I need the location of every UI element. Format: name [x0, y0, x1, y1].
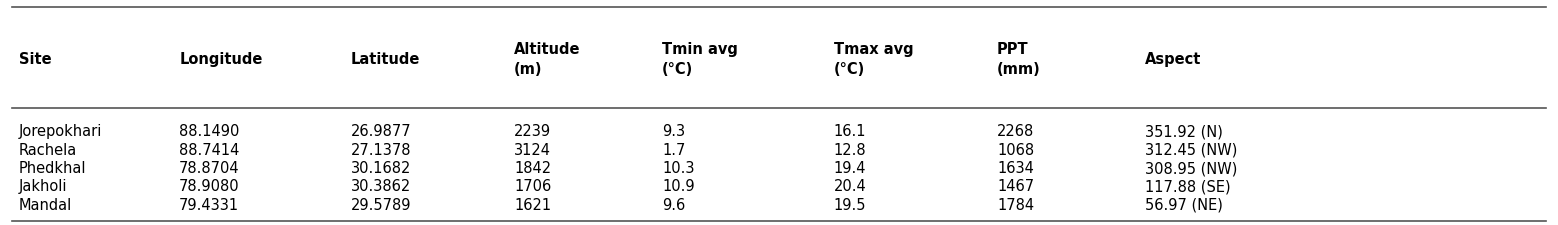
- Text: 1068: 1068: [997, 143, 1035, 158]
- Text: 9.3: 9.3: [662, 124, 686, 139]
- Text: 19.4: 19.4: [834, 161, 866, 176]
- Text: 29.5789: 29.5789: [351, 198, 411, 213]
- Text: 88.7414: 88.7414: [179, 143, 240, 158]
- Text: Site: Site: [19, 52, 51, 67]
- Text: 1784: 1784: [997, 198, 1035, 213]
- Text: Aspect: Aspect: [1145, 52, 1201, 67]
- Text: Phedkhal: Phedkhal: [19, 161, 86, 176]
- Text: 10.3: 10.3: [662, 161, 695, 176]
- Text: Altitude
(m): Altitude (m): [514, 42, 581, 77]
- Text: Tmin avg
(°C): Tmin avg (°C): [662, 42, 738, 77]
- Text: 1621: 1621: [514, 198, 552, 213]
- Text: Longitude: Longitude: [179, 52, 263, 67]
- Text: 351.92 (N): 351.92 (N): [1145, 124, 1223, 139]
- Text: 1.7: 1.7: [662, 143, 686, 158]
- Text: 56.97 (NE): 56.97 (NE): [1145, 198, 1223, 213]
- Text: 19.5: 19.5: [834, 198, 866, 213]
- Text: 1842: 1842: [514, 161, 552, 176]
- Text: 20.4: 20.4: [834, 180, 866, 194]
- Text: 10.9: 10.9: [662, 180, 695, 194]
- Text: Jakholi: Jakholi: [19, 180, 67, 194]
- Text: 9.6: 9.6: [662, 198, 686, 213]
- Text: Jorepokhari: Jorepokhari: [19, 124, 103, 139]
- Text: 30.3862: 30.3862: [351, 180, 411, 194]
- Text: 2239: 2239: [514, 124, 552, 139]
- Text: 12.8: 12.8: [834, 143, 866, 158]
- Text: 27.1378: 27.1378: [351, 143, 411, 158]
- Text: Rachela: Rachela: [19, 143, 76, 158]
- Text: 78.8704: 78.8704: [179, 161, 240, 176]
- Text: 16.1: 16.1: [834, 124, 866, 139]
- Text: Tmax avg
(°C): Tmax avg (°C): [834, 42, 913, 77]
- Text: Mandal: Mandal: [19, 198, 72, 213]
- Text: 1634: 1634: [997, 161, 1035, 176]
- Text: 78.9080: 78.9080: [179, 180, 240, 194]
- Text: 312.45 (NW): 312.45 (NW): [1145, 143, 1237, 158]
- Text: 1467: 1467: [997, 180, 1035, 194]
- Text: 3124: 3124: [514, 143, 552, 158]
- Text: 30.1682: 30.1682: [351, 161, 411, 176]
- Text: 26.9877: 26.9877: [351, 124, 411, 139]
- Text: 308.95 (NW): 308.95 (NW): [1145, 161, 1237, 176]
- Text: PPT
(mm): PPT (mm): [997, 42, 1041, 77]
- Text: Latitude: Latitude: [351, 52, 421, 67]
- Text: 2268: 2268: [997, 124, 1035, 139]
- Text: 79.4331: 79.4331: [179, 198, 240, 213]
- Text: 117.88 (SE): 117.88 (SE): [1145, 180, 1231, 194]
- Text: 88.1490: 88.1490: [179, 124, 240, 139]
- Text: 1706: 1706: [514, 180, 552, 194]
